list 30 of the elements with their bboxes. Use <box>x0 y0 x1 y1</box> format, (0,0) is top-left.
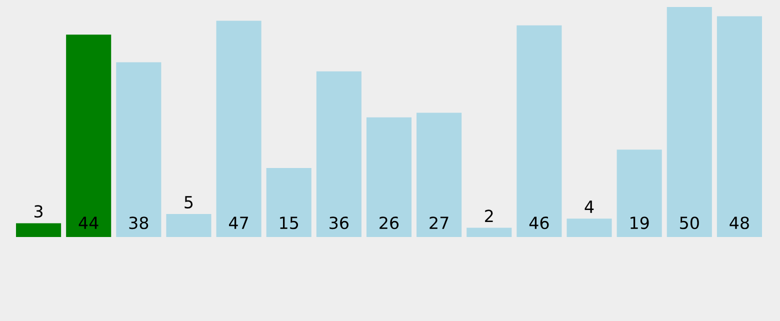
data-label: 26 <box>380 216 399 230</box>
bar <box>466 228 512 237</box>
data-label: 5 <box>184 196 193 208</box>
data-label: 44 <box>78 216 98 229</box>
data-label: 38 <box>129 216 148 230</box>
data-label: 27 <box>430 216 448 229</box>
data-label: 50 <box>680 216 699 230</box>
bar <box>566 218 612 237</box>
bar <box>416 112 462 237</box>
bar <box>666 7 712 237</box>
data-label: 19 <box>630 216 649 230</box>
bar <box>116 62 162 237</box>
bar <box>716 16 762 237</box>
bar <box>16 223 62 237</box>
data-label: 47 <box>229 216 248 229</box>
data-label: 2 <box>485 210 493 222</box>
bar <box>66 34 112 237</box>
bar <box>166 214 212 237</box>
bar <box>266 168 312 237</box>
data-label: 48 <box>730 216 749 230</box>
bar <box>216 20 262 237</box>
data-label: 46 <box>529 216 549 230</box>
data-label: 4 <box>584 200 594 213</box>
bar <box>616 150 662 237</box>
bar <box>366 117 412 237</box>
bar <box>516 25 562 237</box>
data-label: 3 <box>34 205 42 218</box>
data-label: 15 <box>280 216 298 230</box>
data-label: 36 <box>330 216 348 230</box>
bar <box>316 71 362 237</box>
